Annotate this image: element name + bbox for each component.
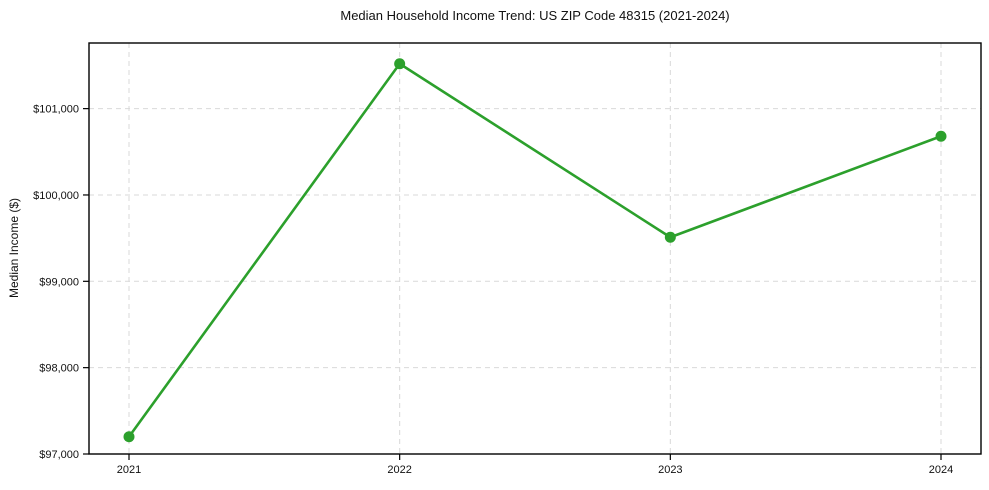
y-tick-label: $98,000 [39,363,79,375]
y-axis-label: Median Income ($) [7,197,21,299]
data-point-marker [935,130,947,142]
y-tick-label: $100,000 [33,190,79,202]
x-tick-label: 2022 [387,464,411,476]
data-point-marker [123,431,135,443]
y-tick-label: $99,000 [39,276,79,288]
data-point-marker [664,231,676,243]
y-tick-label: $101,000 [33,104,79,116]
chart-title: Median Household Income Trend: US ZIP Co… [340,8,730,23]
x-tick-label: 2021 [117,464,141,476]
x-tick-label: 2023 [658,464,682,476]
x-tick-label: 2024 [929,464,953,476]
data-point-marker [394,58,406,70]
plot-border [88,42,982,455]
y-tick-label: $97,000 [39,449,79,461]
data-line [127,62,943,439]
